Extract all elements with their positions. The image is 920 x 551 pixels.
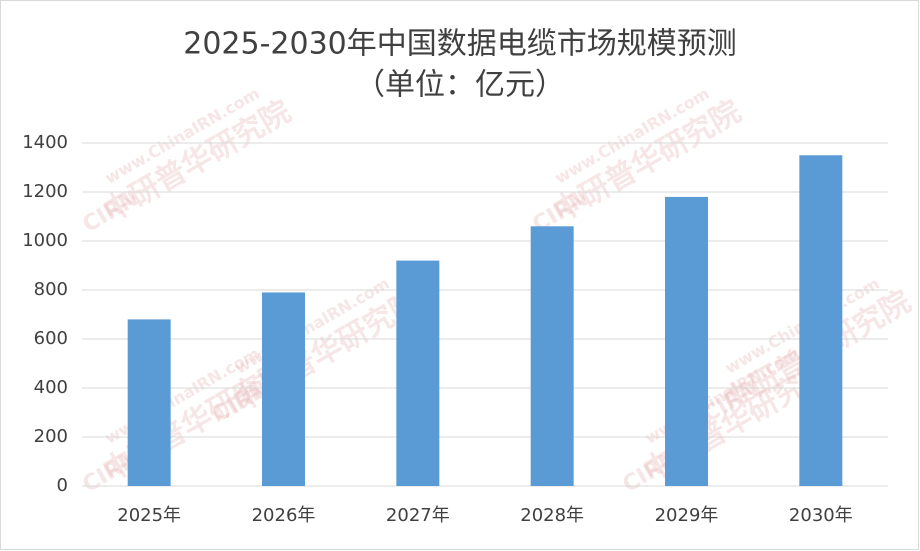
- y-tick-label: 1200: [22, 181, 68, 202]
- y-tick-label: 600: [34, 328, 68, 349]
- x-tick-label: 2025年: [117, 505, 181, 526]
- x-tick-label: 2027年: [386, 505, 450, 526]
- chart-title: 2025-2030年中国数据电缆市场规模预测: [183, 27, 737, 62]
- x-tick-label: 2026年: [252, 505, 316, 526]
- bar: [396, 260, 440, 486]
- bar: [530, 226, 574, 487]
- x-tick-label: 2029年: [655, 505, 719, 526]
- y-tick-label: 1000: [22, 230, 68, 251]
- bar: [127, 319, 171, 486]
- y-tick-label: 200: [34, 426, 68, 447]
- bar: [262, 292, 305, 486]
- x-tick-label: 2028年: [520, 505, 584, 526]
- bar: [665, 196, 708, 486]
- y-tick-label: 0: [57, 475, 68, 496]
- y-tick-label: 1400: [22, 132, 68, 153]
- y-tick-label: 800: [34, 279, 68, 300]
- chart-subtitle: （单位：亿元）: [355, 68, 565, 103]
- bar: [799, 155, 843, 486]
- x-tick-label: 2030年: [789, 505, 853, 526]
- y-tick-label: 400: [34, 377, 68, 398]
